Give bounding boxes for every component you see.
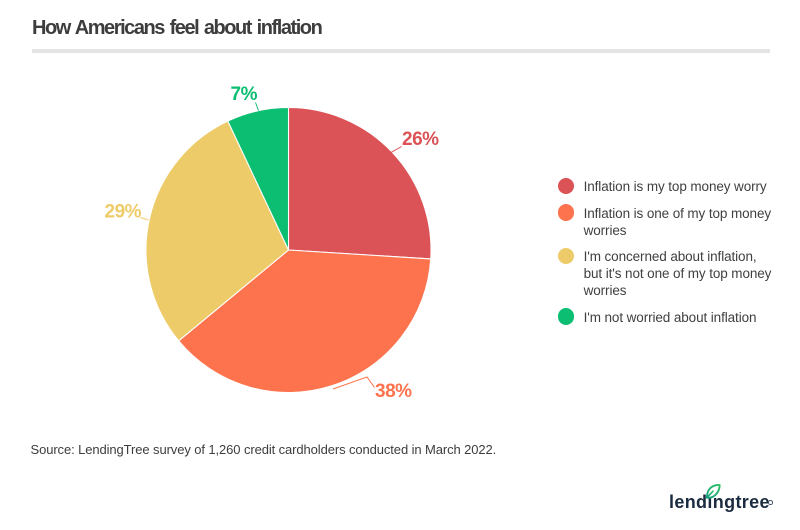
svg-text:38%: 38% — [375, 381, 412, 402]
svg-text:7%: 7% — [231, 84, 258, 105]
svg-text:26%: 26% — [402, 129, 439, 150]
svg-text:29%: 29% — [105, 202, 142, 223]
